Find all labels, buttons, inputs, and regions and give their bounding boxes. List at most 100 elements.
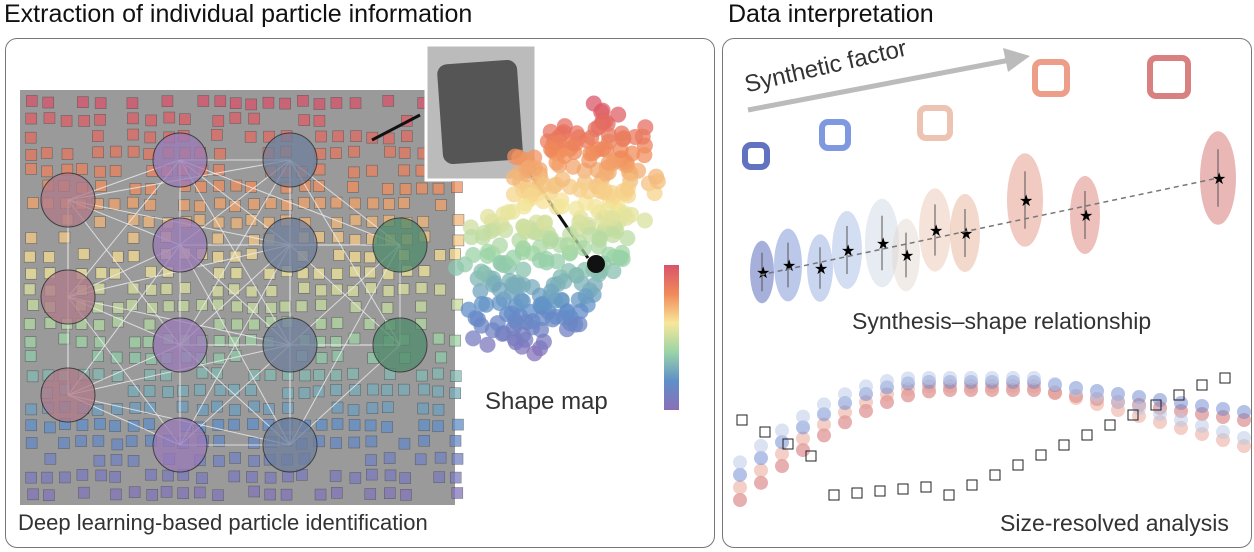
particle (451, 453, 464, 465)
particle (279, 97, 291, 110)
reference-square (989, 469, 1001, 481)
particle (247, 418, 259, 430)
graph-node (40, 269, 96, 325)
shape-map-point (515, 261, 532, 278)
shape-map-point (505, 276, 522, 293)
shape-map-point (491, 281, 508, 298)
size-point (796, 431, 810, 446)
particle (331, 317, 344, 329)
particle (76, 469, 89, 481)
particle (366, 164, 378, 177)
size-point (901, 371, 915, 386)
shape-map-point (520, 159, 537, 176)
particle (348, 166, 360, 179)
particle (127, 128, 139, 141)
particle (43, 112, 56, 124)
particle (295, 300, 308, 313)
size-point (859, 379, 873, 394)
particle (77, 248, 90, 260)
particle (25, 95, 38, 107)
shape-map-point (536, 215, 553, 232)
shape-map-point (553, 198, 570, 215)
particle (129, 402, 142, 414)
particle (432, 367, 444, 380)
particle (264, 369, 277, 381)
particle (246, 471, 258, 483)
particle (384, 469, 397, 482)
colorbar (664, 265, 679, 410)
synthetic-factor-arrow (747, 57, 1011, 113)
mean-star: ★ (782, 258, 796, 275)
size-point (817, 397, 831, 412)
shape-map-point (590, 118, 607, 135)
particle (161, 95, 174, 107)
particle (330, 336, 342, 348)
size-point (838, 415, 852, 430)
particle (27, 488, 39, 501)
particle (228, 418, 240, 431)
arrow-to-inset (371, 113, 421, 142)
reference-square (1150, 399, 1162, 411)
shape-map-point (463, 229, 480, 246)
size-point (733, 455, 747, 470)
particle (449, 387, 462, 399)
shape-map-point (473, 263, 490, 280)
particle (228, 383, 240, 396)
particle (44, 453, 57, 465)
mean-star: ★ (814, 261, 828, 278)
reference-square (1173, 389, 1185, 401)
particle (417, 402, 429, 415)
shape-icon (742, 142, 770, 170)
particle (162, 386, 174, 398)
mean-star: ★ (900, 248, 914, 265)
particle (312, 385, 325, 398)
shape-map-point (587, 198, 604, 215)
shape-map-point (514, 326, 531, 343)
shape-map-point (582, 145, 599, 162)
graph-edge (67, 159, 181, 298)
size-point (817, 428, 831, 443)
particle (245, 384, 257, 396)
size-point (1195, 399, 1209, 414)
particle (331, 350, 344, 362)
shape-map-point (565, 158, 582, 175)
graph-edge (179, 244, 291, 446)
particle (92, 368, 105, 381)
graph-node (262, 132, 318, 188)
graph-edge (67, 296, 181, 446)
shape-map-point (534, 309, 551, 326)
particle (382, 285, 395, 297)
particle (248, 485, 260, 498)
particle (196, 366, 209, 379)
particle (313, 369, 326, 381)
graph-edge (289, 244, 401, 446)
particle (398, 147, 411, 159)
particle (145, 114, 157, 127)
particle (315, 418, 328, 431)
particle (25, 149, 38, 161)
particle (26, 370, 39, 383)
particle (24, 350, 37, 362)
shape-map-point (591, 231, 608, 248)
size-resolved-label: Size-resolved analysis (1000, 510, 1229, 536)
particle (398, 197, 410, 209)
shape-map-point (571, 316, 588, 333)
reference-square (897, 483, 909, 495)
shape-map-point (500, 204, 517, 221)
particle (214, 384, 227, 396)
shape-map-point (515, 198, 532, 215)
particle (365, 454, 377, 466)
particle (231, 318, 243, 331)
particle (314, 197, 326, 209)
reference-square (874, 485, 886, 497)
particle (381, 421, 393, 433)
particle (245, 98, 257, 111)
particle (245, 334, 257, 346)
mean-star: ★ (929, 223, 943, 240)
particle (384, 145, 396, 158)
size-point (733, 467, 747, 482)
particle (350, 130, 362, 142)
inset-particle (437, 60, 523, 164)
mean-star: ★ (1079, 208, 1093, 225)
particle (213, 435, 225, 447)
